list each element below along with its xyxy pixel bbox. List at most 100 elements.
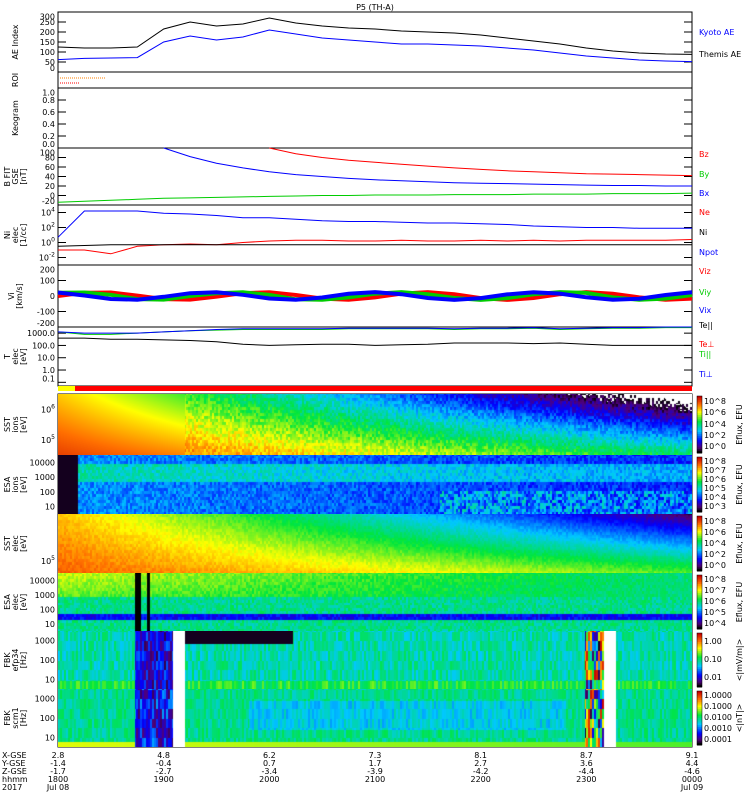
legend-te: Te|| bbox=[698, 321, 713, 330]
y-tick-label: 0.0 bbox=[42, 140, 55, 149]
colorbar-swatch bbox=[697, 691, 702, 694]
y-axis-label: elec bbox=[11, 348, 20, 364]
colorbar-swatch bbox=[697, 640, 702, 643]
colorbar-swatch bbox=[697, 609, 702, 612]
colorbar-swatch bbox=[697, 670, 702, 674]
colorbar-swatch bbox=[697, 705, 702, 708]
colorbar-swatch bbox=[697, 585, 702, 589]
y-tick-label: 106 bbox=[41, 403, 55, 414]
y-tick-label: 100 bbox=[40, 277, 55, 286]
y-axis-label: ions bbox=[11, 476, 20, 492]
series-line-te bbox=[58, 337, 692, 346]
orbit-value: 1800 bbox=[48, 775, 68, 784]
colorbar-swatch bbox=[697, 435, 702, 439]
colorbar-tick-label: 1.00 bbox=[704, 637, 722, 646]
legend-viy: Viy bbox=[699, 288, 712, 297]
colorbar-tick-label: 10^3 bbox=[704, 502, 726, 512]
legend-by: By bbox=[699, 170, 709, 179]
y-tick-label: 40 bbox=[45, 173, 55, 182]
colorbar-swatch bbox=[697, 451, 702, 454]
colorbar-swatch bbox=[697, 495, 702, 498]
legend-ne: Ne bbox=[699, 208, 710, 217]
colorbar-swatch bbox=[697, 397, 702, 401]
y-tick-label: 10 bbox=[45, 503, 55, 512]
colorbar-swatch bbox=[697, 569, 702, 572]
colorbar-label: Eflux, EFU bbox=[735, 523, 744, 564]
colorbar-swatch bbox=[697, 667, 702, 670]
y-axis-label: GSE bbox=[11, 168, 20, 184]
y-tick-label: 0.4 bbox=[42, 120, 55, 129]
colorbar-swatch bbox=[697, 525, 702, 528]
colorbar-tick-label: 1.0000 bbox=[704, 691, 732, 701]
colorbar-swatch bbox=[697, 552, 702, 555]
colorbar-swatch bbox=[697, 681, 702, 684]
series-line-npot bbox=[57, 210, 692, 238]
colorbar-swatch bbox=[697, 399, 702, 403]
colorbar-swatch bbox=[697, 501, 702, 504]
series-line-bx bbox=[163, 147, 692, 187]
orbit-row-label: Z-GSE bbox=[2, 767, 27, 776]
y-axis-label: ESA bbox=[3, 594, 12, 610]
orbit-value: Jul 08 bbox=[46, 783, 69, 792]
colorbar-tick-label: 10^2 bbox=[704, 430, 726, 440]
colorbar-swatch bbox=[697, 439, 702, 443]
y-tick-label: 10000 bbox=[30, 458, 55, 467]
colorbar-swatch bbox=[697, 643, 702, 647]
y-axis-label: [eV] bbox=[19, 348, 28, 365]
y-tick-label: 100.0 bbox=[32, 341, 55, 350]
colorbar-swatch bbox=[697, 527, 702, 530]
spectrogram-sst-elec bbox=[58, 514, 692, 573]
colorbar-swatch bbox=[697, 652, 702, 656]
colorbar-swatch bbox=[697, 437, 702, 441]
colorbar-swatch bbox=[697, 466, 702, 469]
colorbar-swatch bbox=[697, 723, 702, 726]
colorbar-swatch bbox=[697, 473, 702, 476]
colorbar-swatch bbox=[697, 443, 702, 446]
colorbar-swatch bbox=[697, 434, 702, 437]
colorbar-swatch bbox=[697, 516, 702, 519]
orbit-value: 4.4 bbox=[686, 759, 699, 768]
colorbar-swatch bbox=[697, 506, 702, 509]
panel-frame-t bbox=[57, 326, 693, 387]
colorbar-swatch bbox=[697, 396, 702, 399]
colorbar-swatch bbox=[697, 469, 702, 473]
colorbar-swatch bbox=[697, 580, 702, 583]
colorbar-swatch bbox=[697, 625, 702, 628]
y-tick-label: 60 bbox=[45, 163, 55, 172]
colorbar-swatch bbox=[697, 665, 702, 668]
colorbar-swatch bbox=[697, 447, 702, 450]
colorbar-swatch bbox=[697, 692, 702, 696]
colorbar-swatch bbox=[697, 528, 702, 532]
y-tick-label: 100 bbox=[40, 488, 55, 497]
legend-ti: Ti⊥ bbox=[698, 370, 713, 379]
orbit-row-label: Y-GSE bbox=[1, 759, 25, 768]
spectrogram-sst-ions bbox=[58, 394, 692, 455]
colorbar-swatch bbox=[697, 432, 702, 435]
colorbar-swatch bbox=[697, 621, 702, 625]
legend-viz: Viz bbox=[699, 267, 711, 276]
colorbar-swatch bbox=[697, 409, 702, 412]
colorbar-swatch bbox=[697, 532, 702, 535]
colorbar-swatch bbox=[697, 589, 702, 592]
series-line-bz bbox=[269, 147, 693, 177]
status-bar-segment bbox=[75, 386, 692, 391]
colorbar-swatch bbox=[697, 445, 702, 448]
colorbar-tick-label: 10^8 bbox=[704, 575, 726, 585]
colorbar-swatch bbox=[697, 422, 702, 425]
colorbar-swatch bbox=[697, 719, 702, 723]
colorbar-swatch bbox=[697, 658, 702, 661]
orbit-value: 8.1 bbox=[474, 751, 487, 760]
y-tick-label: 100 bbox=[40, 714, 55, 723]
orbit-value: 1.7 bbox=[369, 759, 382, 768]
colorbar-swatch bbox=[697, 560, 702, 563]
colorbar-swatch bbox=[697, 517, 702, 521]
colorbar-swatch bbox=[697, 539, 702, 543]
y-axis-label: SST bbox=[3, 536, 12, 551]
orbit-value: 2300 bbox=[576, 775, 596, 784]
y-tick-label: 0 bbox=[50, 292, 55, 301]
colorbar-frame bbox=[696, 456, 703, 513]
colorbar-tick-label: 10^7 bbox=[704, 465, 726, 475]
orbit-value: -4.2 bbox=[473, 767, 489, 776]
orbit-row-label: hhmm bbox=[2, 775, 28, 784]
